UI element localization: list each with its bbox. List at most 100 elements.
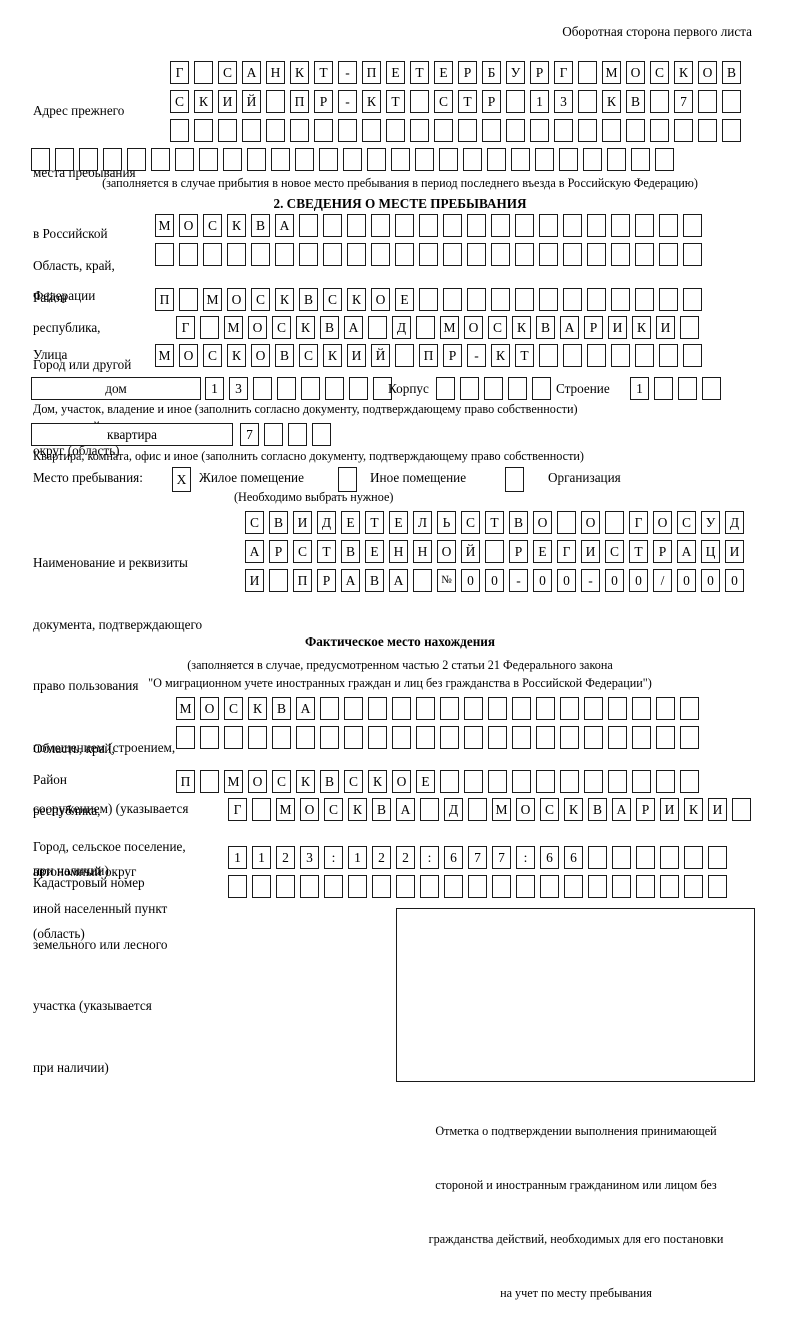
prev-address-row-4-cell-21[interactable] [511,148,530,171]
actual-city-row-cell-2[interactable] [252,798,271,821]
section2-region-row-1-cell-15[interactable] [491,214,510,237]
actual-district-row-cell-11[interactable]: Е [416,770,435,793]
cadastral-row-2-cell-21[interactable] [708,875,727,898]
actual-region-row-2-cell-20[interactable] [632,726,651,749]
cadastral-row-1-cell-14[interactable]: 6 [540,846,559,869]
actual-city-row-cell-16[interactable]: В [588,798,607,821]
actual-region-row-2-cell-11[interactable] [416,726,435,749]
prev-address-row-1-cell-13[interactable]: Р [458,61,477,84]
section2-region-row-1-cell-6[interactable]: А [275,214,294,237]
document-row-1-cell-19[interactable]: С [677,511,696,534]
actual-district-row-cell-12[interactable] [440,770,459,793]
document-row-1-cell-1[interactable]: С [245,511,264,534]
actual-region-row-2-cell-19[interactable] [608,726,627,749]
actual-district-row-cell-13[interactable] [464,770,483,793]
actual-region-row-2-cell-6[interactable] [296,726,315,749]
document-row-3-cell-8[interactable] [413,569,432,592]
section2-street-row-cell-11[interactable] [395,344,414,367]
section2-city-row-cell-3[interactable]: М [224,316,243,339]
section2-city-row-cell-22[interactable] [680,316,699,339]
prev-address-row-2-cell-23[interactable] [698,90,717,113]
actual-region-row-2-cell-12[interactable] [440,726,459,749]
actual-city-row-cell-1[interactable]: Г [228,798,247,821]
prev-address-row-4-cell-2[interactable] [55,148,74,171]
cadastral-row-2-cell-18[interactable] [636,875,655,898]
cadastral-row-2-cell-10[interactable] [444,875,463,898]
section2-city-row-cell-1[interactable]: Г [176,316,195,339]
cadastral-row-1-cell-5[interactable]: : [324,846,343,869]
section2-region-row-2-cell-12[interactable] [419,243,438,266]
section2-street-row-cell-15[interactable]: К [491,344,510,367]
prev-address-row-2-cell-13[interactable]: Т [458,90,477,113]
section2-street-row-cell-10[interactable]: Й [371,344,390,367]
cadastral-row-1-cell-15[interactable]: 6 [564,846,583,869]
section2-street-row-cell-13[interactable]: Р [443,344,462,367]
actual-region-row-2[interactable] [176,726,699,749]
korpus-cells-cell-2[interactable] [460,377,479,400]
actual-region-row-2-cell-5[interactable] [272,726,291,749]
prev-address-row-1-cell-23[interactable]: О [698,61,717,84]
section2-district-row-cell-2[interactable] [179,288,198,311]
actual-region-row-2-cell-2[interactable] [200,726,219,749]
section2-city-row-cell-5[interactable]: С [272,316,291,339]
prev-address-row-2-cell-2[interactable]: К [194,90,213,113]
actual-city-row-cell-3[interactable]: М [276,798,295,821]
prev-address-row-3-cell-13[interactable] [458,119,477,142]
section2-region-row-2-cell-6[interactable] [275,243,294,266]
actual-district-row-cell-17[interactable] [560,770,579,793]
section2-city-row-cell-12[interactable]: М [440,316,459,339]
document-row-3-cell-17[interactable]: 0 [629,569,648,592]
stroenie-cells-cell-3[interactable] [678,377,697,400]
document-row-2-cell-1[interactable]: А [245,540,264,563]
house-number-cells-cell-2[interactable]: 3 [229,377,248,400]
cadastral-row-1-cell-21[interactable] [708,846,727,869]
document-row-3-cell-2[interactable] [269,569,288,592]
cadastral-row-2-cell-2[interactable] [252,875,271,898]
document-row-2-cell-16[interactable]: С [605,540,624,563]
section2-city-row-cell-18[interactable]: Р [584,316,603,339]
document-row-2-cell-18[interactable]: Р [653,540,672,563]
document-row-1-cell-15[interactable]: О [581,511,600,534]
section2-region-row-1-cell-19[interactable] [587,214,606,237]
cadastral-row-1-cell-8[interactable]: 2 [396,846,415,869]
prev-address-row-3-cell-18[interactable] [578,119,597,142]
prev-address-row-2-cell-3[interactable]: И [218,90,237,113]
section2-city-row-cell-7[interactable]: В [320,316,339,339]
cadastral-row-1-cell-9[interactable]: : [420,846,439,869]
cadastral-row-2-cell-3[interactable] [276,875,295,898]
section2-region-row-1-cell-13[interactable] [443,214,462,237]
document-row-2-cell-20[interactable]: Ц [701,540,720,563]
prev-address-row-4-cell-26[interactable] [631,148,650,171]
actual-district-row-cell-21[interactable] [656,770,675,793]
prev-address-row-2-cell-16[interactable]: 1 [530,90,549,113]
section2-city-row-cell-13[interactable]: О [464,316,483,339]
prev-address-row-3-cell-12[interactable] [434,119,453,142]
document-row-1-cell-20[interactable]: У [701,511,720,534]
section2-region-row-2-cell-17[interactable] [539,243,558,266]
section2-city-row-cell-21[interactable]: И [656,316,675,339]
section2-street-row-cell-22[interactable] [659,344,678,367]
prev-address-row-4-cell-17[interactable] [415,148,434,171]
prev-address-row-1-cell-19[interactable]: М [602,61,621,84]
cadastral-row-1-cell-12[interactable]: 7 [492,846,511,869]
actual-region-row-1-cell-19[interactable] [608,697,627,720]
actual-district-row-cell-1[interactable]: П [176,770,195,793]
document-row-3-cell-5[interactable]: А [341,569,360,592]
document-row-3-cell-21[interactable]: 0 [725,569,744,592]
document-row-3-cell-13[interactable]: 0 [533,569,552,592]
confirmation-stamp-box[interactable] [396,908,755,1082]
actual-district-row-cell-7[interactable]: В [320,770,339,793]
prev-address-row-1-cell-22[interactable]: К [674,61,693,84]
section2-region-row-1-cell-2[interactable]: О [179,214,198,237]
section2-district-row-cell-17[interactable] [539,288,558,311]
document-row-3-cell-4[interactable]: Р [317,569,336,592]
korpus-cells-cell-4[interactable] [508,377,527,400]
stay-type-checkbox-organization[interactable] [505,467,524,492]
actual-region-row-2-cell-22[interactable] [680,726,699,749]
prev-address-row-2-cell-9[interactable]: К [362,90,381,113]
cadastral-row-1-cell-1[interactable]: 1 [228,846,247,869]
prev-address-row-2-cell-20[interactable]: В [626,90,645,113]
prev-address-row-3-cell-6[interactable] [290,119,309,142]
